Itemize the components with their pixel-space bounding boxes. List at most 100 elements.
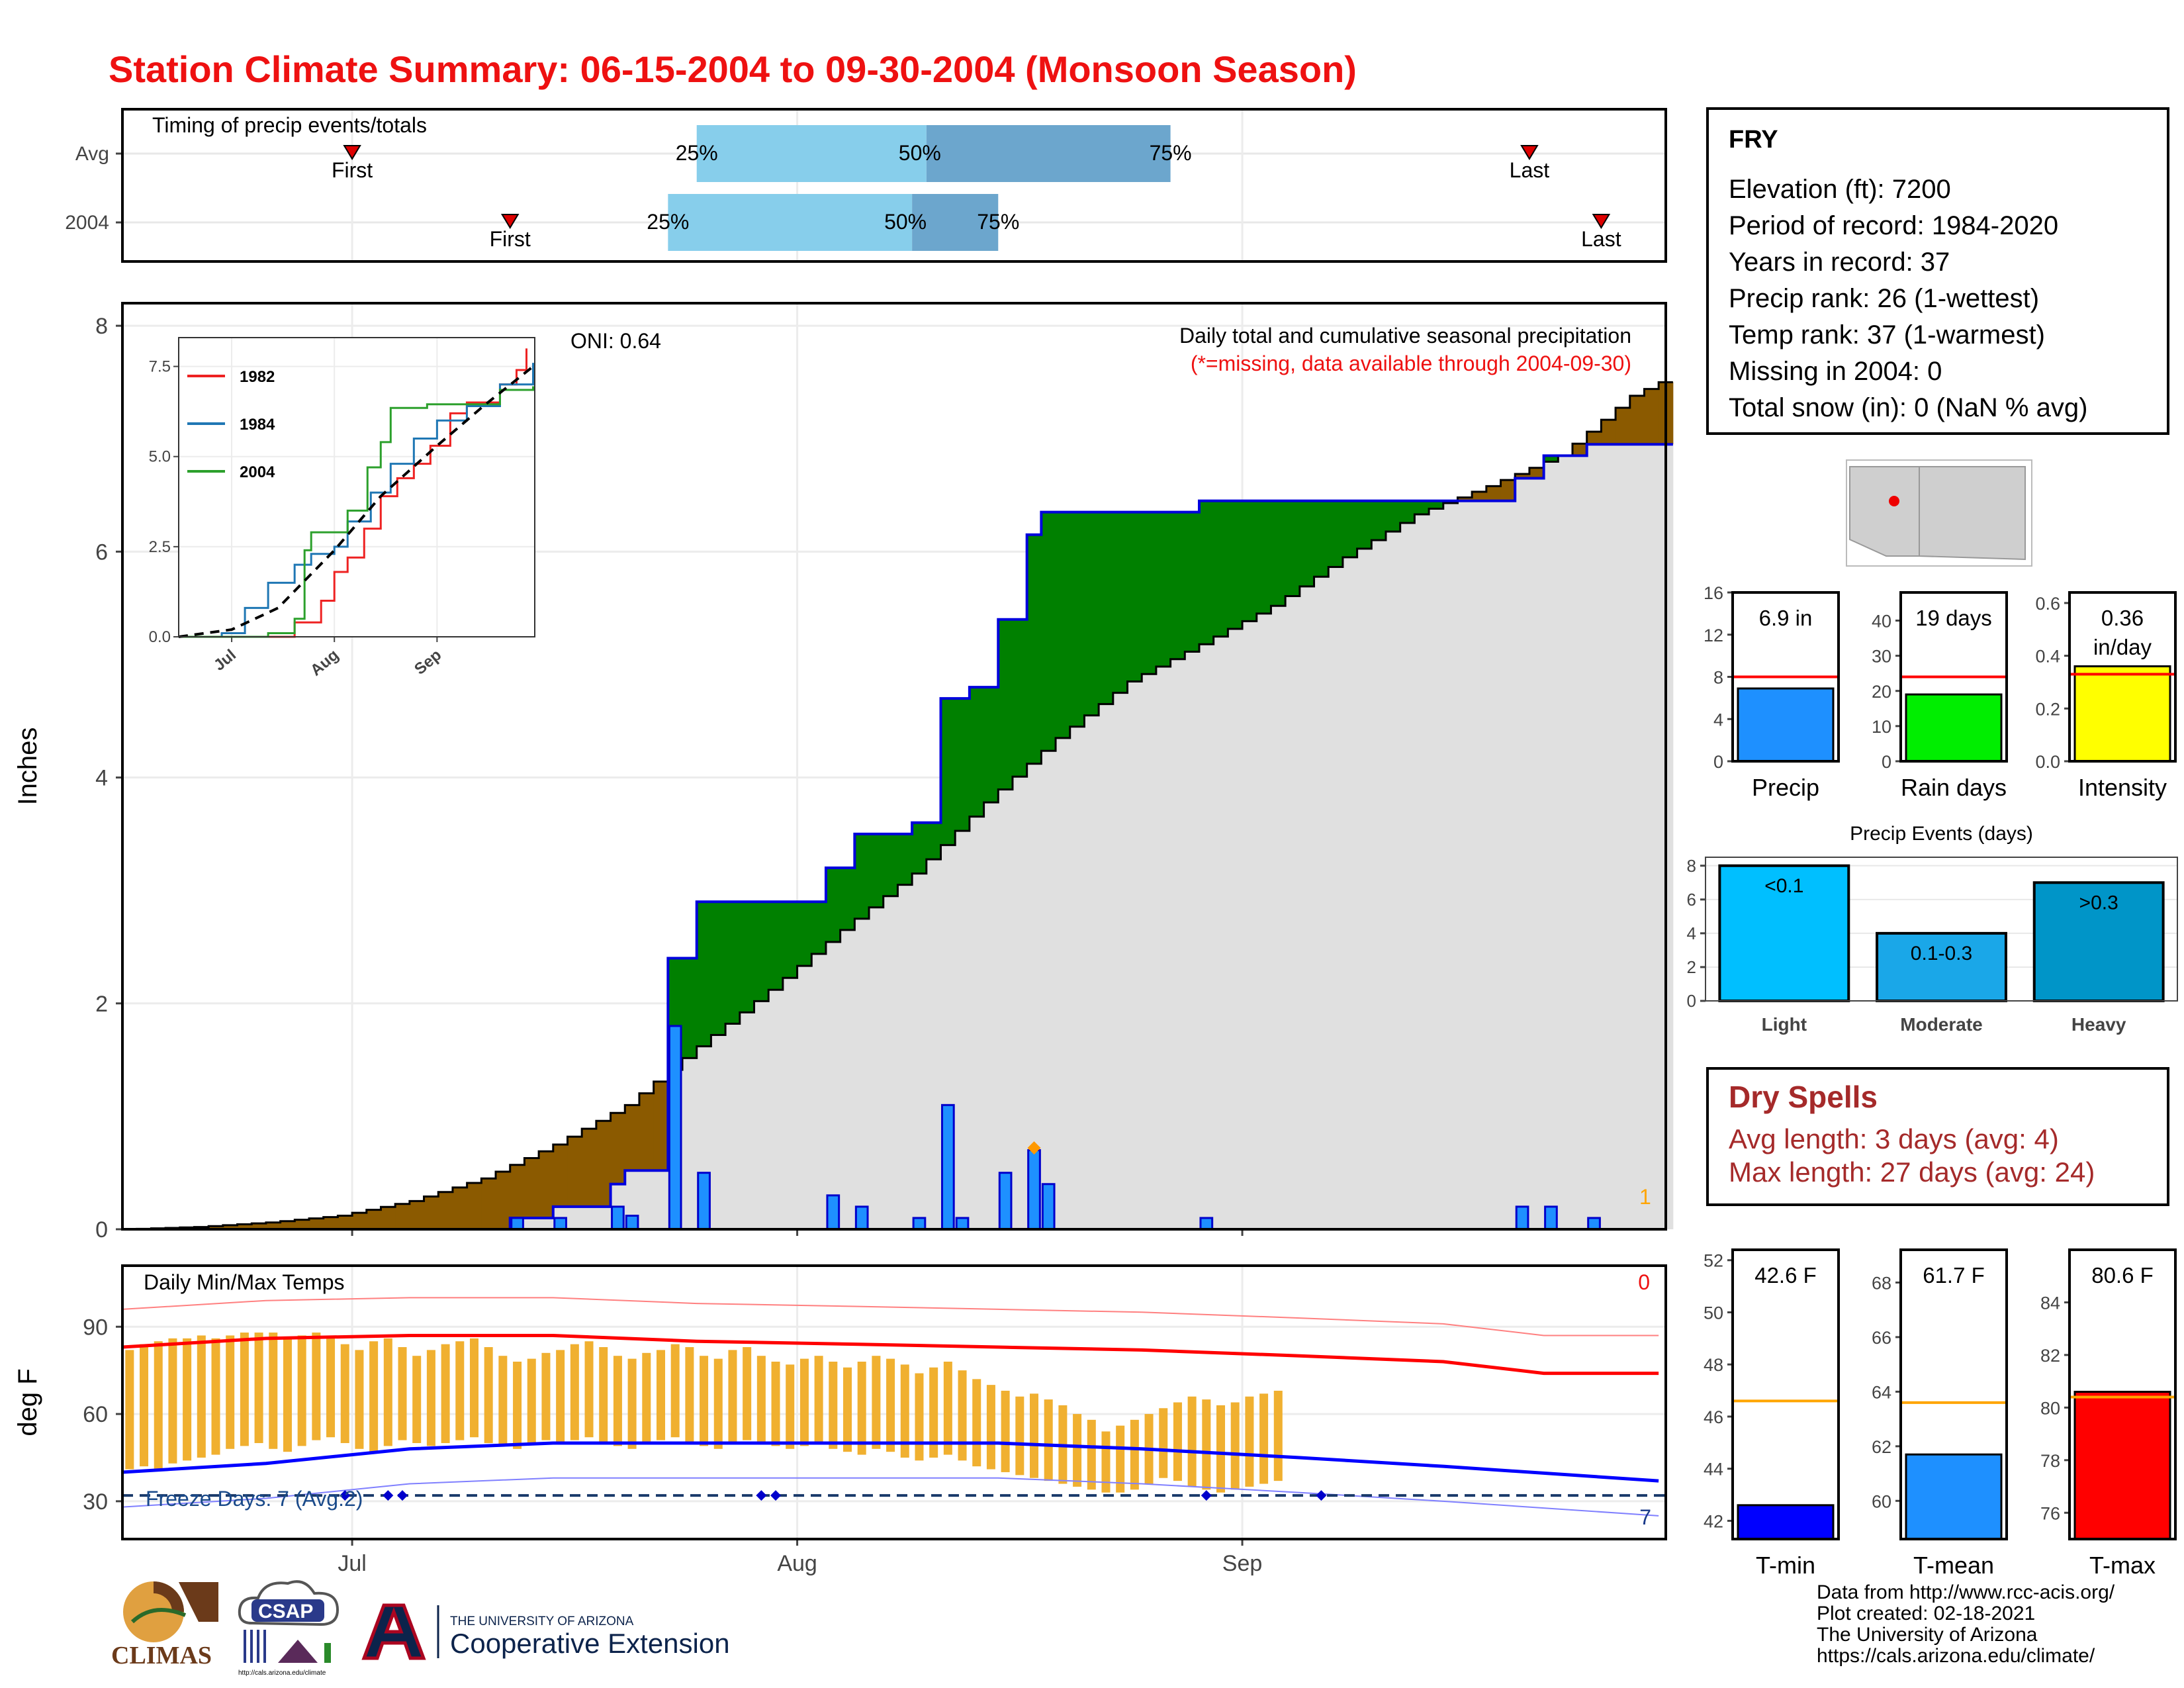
daily-temp-bar [513,1361,522,1449]
daily-temp-bar [613,1356,622,1446]
cumulative-fill [639,1170,655,1229]
above-average-area [1041,512,1056,751]
above-average-area [1012,619,1028,777]
cumulative-fill [1601,444,1616,1229]
daily-temp-bar [829,1361,838,1449]
above-average-area [1242,500,1257,622]
daily-temp-bar [670,1344,680,1438]
above-average-area [1056,512,1071,738]
inset-y-tick-label: 5.0 [149,448,171,466]
ua-logo-line1: THE UNIVERSITY OF ARIZONA [450,1615,634,1628]
quartile-bar-upper [912,194,999,251]
tmax-gauge-border [2068,1248,2177,1540]
gauge-y-tick-label: 0.6 [2035,594,2060,614]
cumulative-fill [1385,531,1401,1229]
below-average-area [424,1196,439,1229]
cumulative-fill [1500,500,1516,1229]
gauge-y-tick-label: 0 [1882,752,1891,772]
below-average-area [1601,420,1616,445]
above-average-area [1271,500,1286,606]
gauge-y-tick-label: 10 [1872,717,1891,737]
below-average-area [1472,491,1487,501]
below-average-area [481,1178,496,1229]
daily-precip-bar [611,1205,625,1231]
cumulative-fill [1515,478,1530,1230]
y-tick-label: 0 [95,1217,108,1243]
quartile-label-50: 50% [884,210,927,234]
gauge-y-tick-label: 68 [1872,1273,1891,1293]
gauge-y-tick-label: 0.0 [2035,752,2060,772]
daily-temp-bar [1029,1393,1039,1478]
last-event-label: Last [1510,158,1550,182]
daily-temp-bar [814,1356,823,1444]
cumulative-fill [1472,500,1487,1229]
cumulative-fill [1099,704,1114,1229]
tmin-gauge-title: T-min [1756,1552,1815,1579]
gauge-y-tick-label: 44 [1704,1460,1723,1479]
above-average-area [1228,500,1243,630]
last-event-label: Last [1581,227,1621,251]
below-average-area [438,1192,453,1229]
daily-temp-bar [1159,1408,1168,1478]
daily-temp-bar [441,1344,450,1444]
cumulative-fill [1629,444,1645,1229]
gauge-y-tick-label: 0 [1713,752,1723,772]
above-average-area [1328,500,1343,567]
cumulative-fill [1371,539,1387,1230]
station-location-marker [1889,496,1899,506]
inset-y-tick-label: 7.5 [149,358,171,376]
record-high-count: 0 [1638,1270,1650,1294]
station-years: Years in record: 37 [1729,248,1950,277]
intensity-gauge-bar [2073,665,2171,763]
daily-temp-bar [1116,1425,1125,1493]
gauge-y-tick-label: 20 [1872,682,1891,702]
daily-temp-bar [786,1364,795,1449]
above-average-area [1026,534,1042,764]
tmin-gauge-bg [1733,1250,1839,1539]
tmin-gauge-border [1731,1248,1840,1540]
daily-temp-bar [426,1350,435,1446]
daily-precip-bar [1515,1205,1529,1231]
gauge-y-tick-label: 42 [1704,1511,1723,1531]
freeze-count-label: 7 [1639,1505,1651,1529]
source-line: https://cals.arizona.edu/climate/ [1817,1645,2095,1667]
cumulative-fill [582,1206,597,1229]
cumulative-fill [897,884,913,1229]
cumulative-fill [524,1217,539,1229]
daily-temp-bar [297,1335,306,1446]
cumulative-plot-border [121,302,1667,1231]
daily-temp-bar [886,1358,895,1452]
daily-temp-bar [685,1347,694,1444]
source-line: Data from http://www.rcc-acis.org/ [1817,1581,2115,1603]
event-category-value: >0.3 [2079,892,2118,914]
cumulative-fill [1285,596,1300,1229]
inset-plot-border [178,337,535,637]
above-average-area [1371,500,1387,540]
cumulative-fill [1056,737,1071,1229]
daily-temp-bar [355,1350,364,1449]
daily-precip-bar [998,1172,1013,1231]
daily-temp-bar [771,1361,780,1446]
above-average-area [1414,500,1430,515]
oni-annotation: ONI: 0.64 [570,329,661,353]
daily-temp-bar [656,1350,665,1440]
intensity-gauge-value-label: 0.36 [2101,606,2144,630]
y-tick-label: 4 [95,766,108,791]
daily-precip-bar [826,1194,841,1231]
temp-y-tick-label: 90 [83,1315,108,1340]
cumulative-fill [539,1217,554,1229]
gauge-y-tick-label: 16 [1704,583,1723,603]
inset-legend-label: 1982 [240,368,275,386]
cumulative-fill [782,978,798,1229]
below-average-area [524,1158,539,1218]
cumulative-fill [998,789,1013,1229]
below-average-area [653,1081,668,1171]
cumulative-fill [1328,567,1343,1229]
dry-spells-max: Max length: 27 days (avg: 24) [1729,1156,2095,1188]
cumulative-fill [567,1206,582,1229]
below-average-area [467,1183,482,1229]
gauge-y-tick-label: 76 [2040,1503,2060,1523]
cumulative-fill [1142,674,1157,1229]
daily-temp-bar [254,1333,263,1444]
above-average-area [1429,500,1444,509]
